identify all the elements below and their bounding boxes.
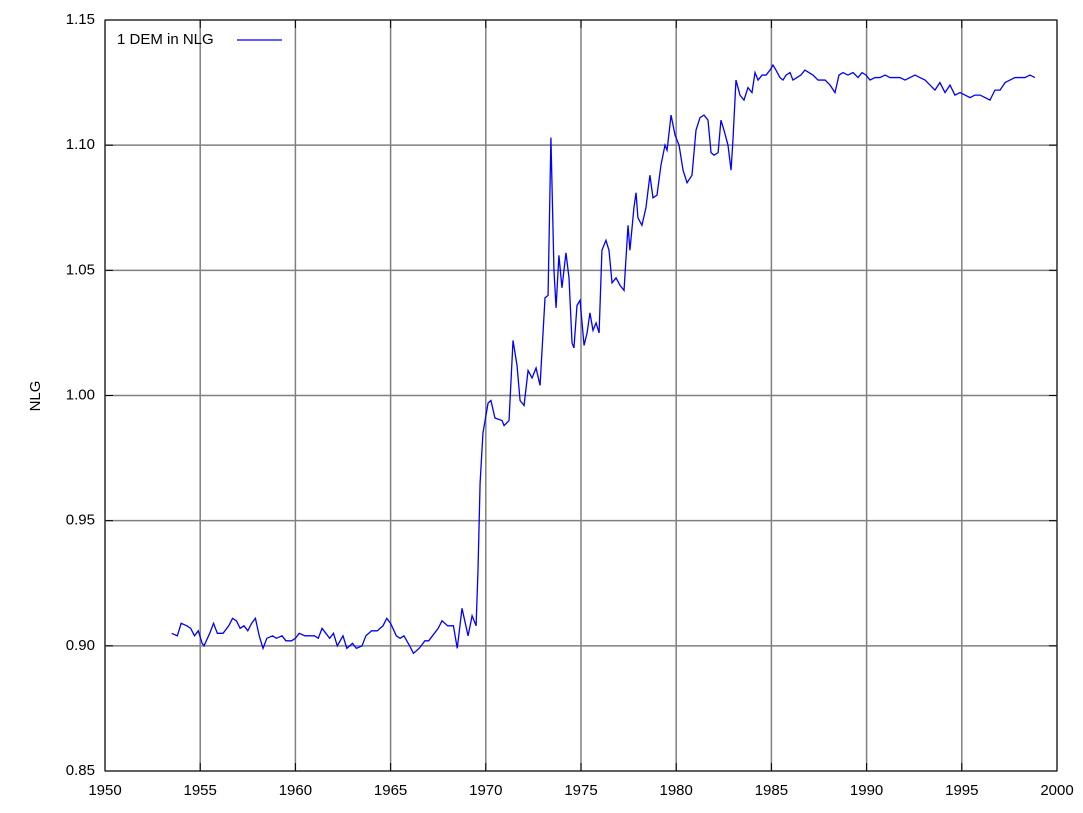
y-tick-label: 0.95 [66, 512, 95, 529]
plot-frame [104, 19, 1058, 772]
x-tick-label: 1955 [184, 782, 217, 799]
x-tick-label: 1965 [374, 782, 407, 799]
x-tick-label: 1950 [88, 782, 121, 799]
x-tick-label: 1975 [564, 782, 597, 799]
y-tick-label: 0.90 [66, 637, 95, 654]
x-tick-label: 1995 [945, 782, 978, 799]
y-tick-label: 1.10 [66, 136, 95, 153]
x-tick-label: 1990 [850, 782, 883, 799]
y-tick-label: 1.15 [66, 11, 95, 28]
x-tick-label: 1980 [660, 782, 693, 799]
y-tick-label: 1.00 [66, 386, 95, 403]
y-tick-label: 0.85 [66, 762, 95, 779]
x-tick-label: 1985 [755, 782, 788, 799]
legend-label: 1 DEM in NLG [117, 31, 214, 48]
y-tick-label: 1.05 [66, 261, 95, 278]
x-tick-label: 1960 [279, 782, 312, 799]
x-tick-label: 1970 [469, 782, 502, 799]
data-line [171, 63, 1036, 655]
y-axis-label: NLG [27, 381, 44, 412]
x-tick-label: 2000 [1040, 782, 1073, 799]
